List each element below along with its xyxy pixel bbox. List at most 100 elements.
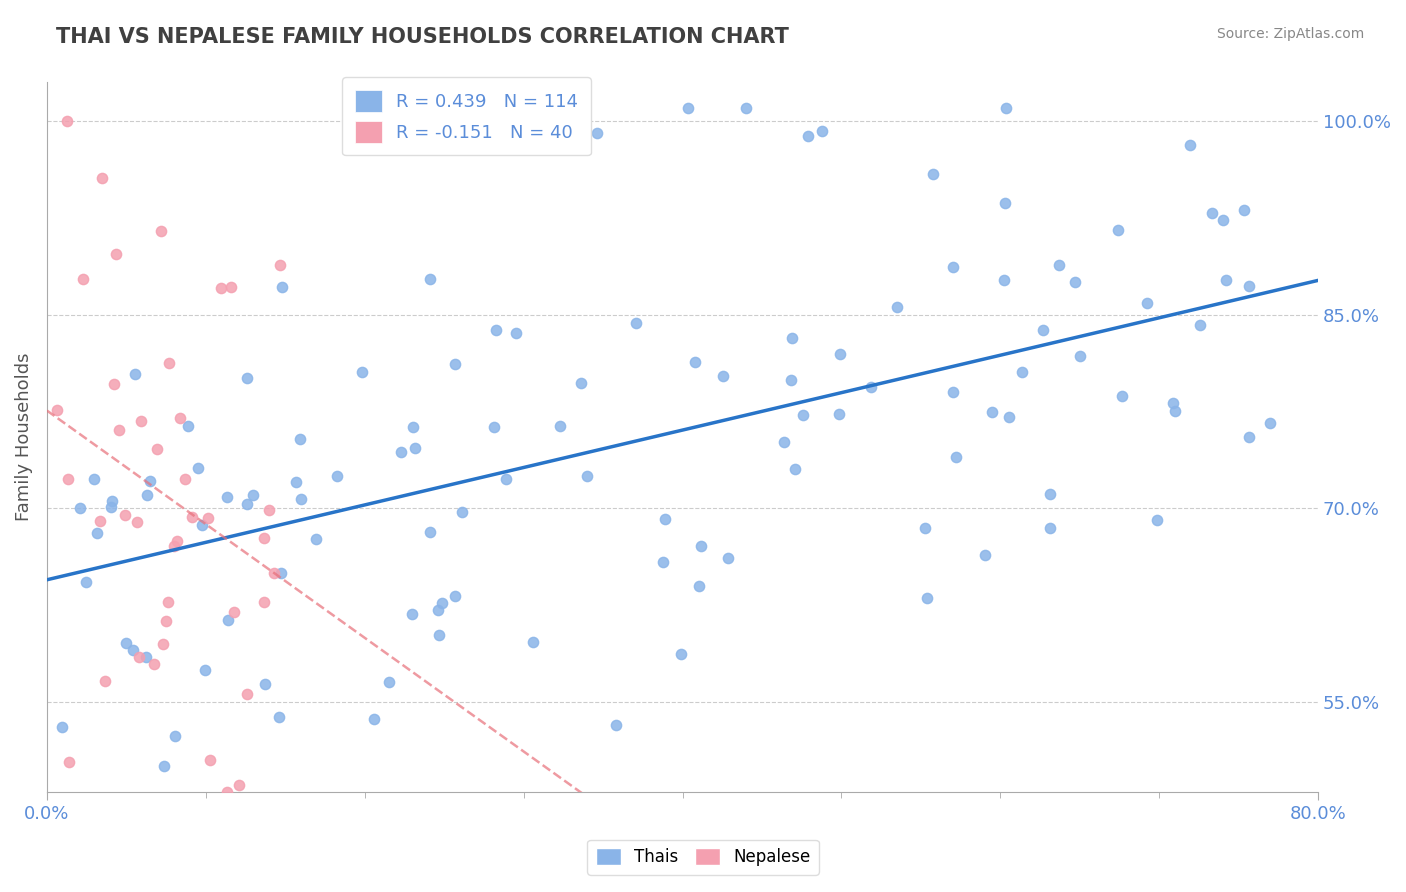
Point xyxy=(998,409,1021,424)
Point xyxy=(427,628,450,642)
Point xyxy=(994,196,1017,211)
Point xyxy=(191,518,214,533)
Point xyxy=(165,729,187,743)
Point xyxy=(1146,513,1168,527)
Point xyxy=(735,101,758,115)
Point xyxy=(482,420,505,434)
Point xyxy=(859,380,882,394)
Point xyxy=(103,376,125,391)
Point xyxy=(135,488,157,502)
Point xyxy=(495,472,517,486)
Point xyxy=(169,410,191,425)
Point xyxy=(827,407,849,421)
Y-axis label: Family Households: Family Households xyxy=(15,353,32,522)
Point xyxy=(186,461,208,475)
Point xyxy=(1178,138,1201,153)
Point xyxy=(56,114,79,128)
Point xyxy=(105,247,128,261)
Point xyxy=(945,450,967,465)
Point xyxy=(127,516,149,530)
Point xyxy=(780,373,803,387)
Point xyxy=(253,531,276,545)
Point xyxy=(215,785,238,799)
Point xyxy=(101,493,124,508)
Point xyxy=(780,331,803,345)
Point xyxy=(1258,416,1281,430)
Point xyxy=(236,371,259,385)
Point xyxy=(451,505,474,519)
Point xyxy=(1069,349,1091,363)
Legend: Thais, Nepalese: Thais, Nepalese xyxy=(588,840,818,875)
Point xyxy=(773,434,796,449)
Point xyxy=(267,710,290,724)
Point xyxy=(548,419,571,434)
Point xyxy=(46,403,69,417)
Point xyxy=(155,615,177,629)
Point xyxy=(197,511,219,525)
Point xyxy=(922,167,945,181)
Point xyxy=(222,605,245,619)
Point xyxy=(152,637,174,651)
Point xyxy=(444,357,467,371)
Point xyxy=(149,224,172,238)
Point xyxy=(1039,521,1062,535)
Point xyxy=(1237,430,1260,444)
Point xyxy=(135,649,157,664)
Point xyxy=(1161,396,1184,410)
Point xyxy=(980,405,1002,419)
Point xyxy=(228,778,250,792)
Point xyxy=(253,677,276,691)
Point xyxy=(1233,202,1256,217)
Point xyxy=(1239,278,1261,293)
Point xyxy=(586,126,609,140)
Point xyxy=(163,539,186,553)
Point xyxy=(114,508,136,523)
Point xyxy=(426,603,449,617)
Point xyxy=(828,346,851,360)
Point xyxy=(181,510,204,524)
Point xyxy=(915,591,938,606)
Point xyxy=(389,445,412,459)
Point xyxy=(115,636,138,650)
Point xyxy=(108,423,131,437)
Point xyxy=(253,595,276,609)
Point xyxy=(200,753,222,767)
Point xyxy=(263,566,285,581)
Point xyxy=(1047,258,1070,272)
Point xyxy=(942,385,965,400)
Point xyxy=(994,101,1017,115)
Point xyxy=(157,356,180,370)
Point xyxy=(215,490,238,504)
Point xyxy=(157,594,180,608)
Point xyxy=(605,717,627,731)
Point xyxy=(430,596,453,610)
Point xyxy=(271,279,294,293)
Point xyxy=(942,260,965,274)
Point xyxy=(124,368,146,382)
Point xyxy=(83,472,105,486)
Point xyxy=(378,675,401,690)
Point xyxy=(194,663,217,677)
Point xyxy=(690,540,713,554)
Point xyxy=(654,512,676,526)
Text: Source: ZipAtlas.com: Source: ZipAtlas.com xyxy=(1216,27,1364,41)
Point xyxy=(285,475,308,489)
Point xyxy=(886,300,908,314)
Point xyxy=(94,673,117,688)
Point xyxy=(626,316,648,330)
Point xyxy=(485,323,508,337)
Point xyxy=(1111,389,1133,403)
Point xyxy=(236,497,259,511)
Point xyxy=(305,532,328,546)
Point xyxy=(1212,212,1234,227)
Point xyxy=(242,488,264,502)
Point xyxy=(257,503,280,517)
Point xyxy=(404,442,426,456)
Point xyxy=(51,720,73,734)
Point xyxy=(270,566,292,580)
Point xyxy=(122,642,145,657)
Point xyxy=(688,579,710,593)
Point xyxy=(652,555,675,569)
Point xyxy=(363,712,385,726)
Point xyxy=(143,657,166,671)
